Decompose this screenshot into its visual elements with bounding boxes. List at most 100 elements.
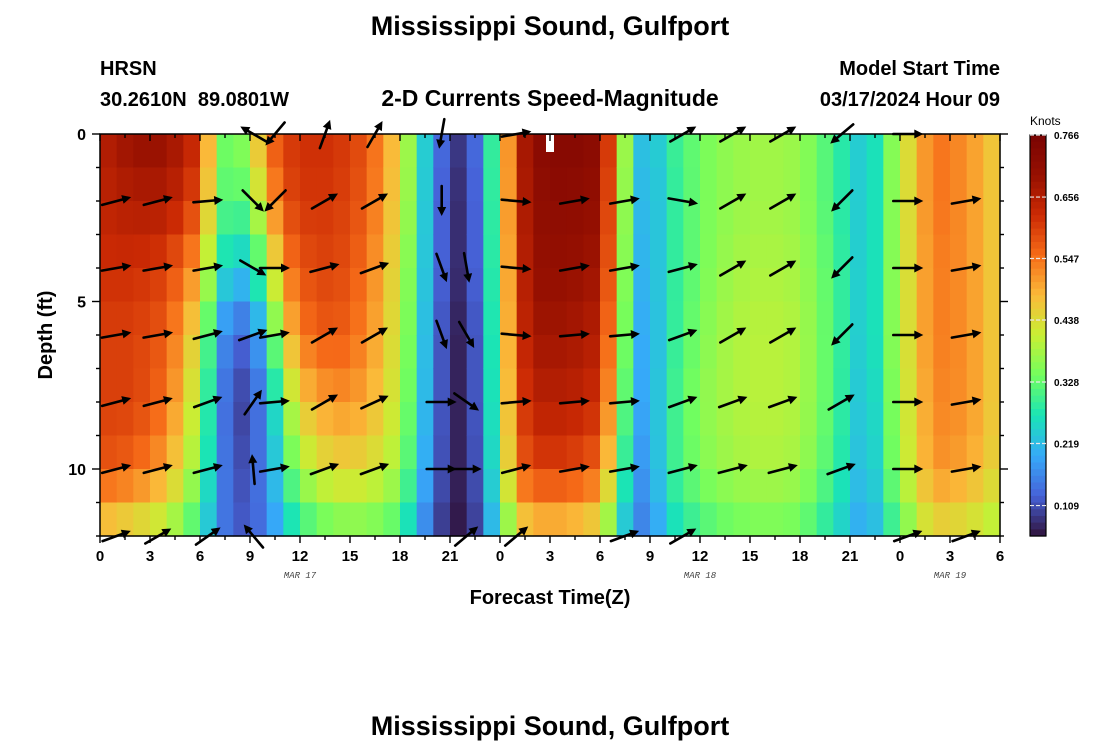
current-arrow — [718, 193, 747, 210]
heat-cell — [483, 502, 501, 537]
heat-cell — [816, 201, 834, 236]
heat-cell — [566, 167, 584, 202]
heat-cell — [200, 268, 218, 303]
heat-cell — [866, 402, 884, 437]
heat-cell — [466, 268, 484, 303]
heat-cell — [500, 368, 518, 403]
heat-cell — [216, 234, 234, 269]
x-axis-label: Forecast Time(Z) — [470, 587, 631, 609]
current-arrow — [192, 463, 223, 475]
colorbar-swatch — [1030, 442, 1046, 450]
colorbar-swatch — [1030, 302, 1046, 310]
colorbar-swatch — [1030, 282, 1046, 290]
heat-cell — [266, 502, 284, 537]
heat-cell — [650, 234, 668, 269]
heat-cell — [616, 435, 634, 470]
heat-cell — [483, 268, 501, 303]
current-arrow — [248, 454, 258, 486]
heat-cell — [800, 502, 818, 537]
heat-cell — [850, 301, 868, 336]
colorbar-swatch — [1030, 348, 1046, 357]
heat-cell — [550, 134, 568, 169]
heat-cell — [216, 502, 234, 537]
speed-heatmap — [100, 134, 1001, 537]
heat-cell — [966, 435, 984, 470]
heat-cell — [800, 268, 818, 303]
heat-cell — [450, 335, 468, 370]
heat-cell — [966, 167, 984, 202]
heat-cell — [450, 234, 468, 269]
heat-cell — [966, 368, 984, 403]
heat-cell — [783, 368, 801, 403]
heat-cell — [983, 268, 1001, 303]
current-arrow — [453, 392, 479, 411]
heat-cell — [816, 402, 834, 437]
heat-cell — [583, 368, 601, 403]
heat-cell — [466, 234, 484, 269]
current-arrow — [831, 189, 854, 212]
heat-cell — [850, 134, 868, 169]
heat-cell — [583, 301, 601, 336]
heat-cell — [166, 469, 184, 504]
heat-cell — [283, 402, 301, 437]
heat-cell — [683, 167, 701, 202]
heat-cell — [616, 134, 634, 169]
heat-cell — [483, 435, 501, 470]
current-arrow — [500, 264, 532, 273]
x-tick-label: 21 — [842, 548, 859, 565]
colorbar-swatch — [1030, 261, 1046, 270]
heat-cell — [916, 201, 934, 236]
heat-cell — [433, 234, 451, 269]
heat-cell — [883, 268, 901, 303]
heat-cell — [933, 234, 951, 269]
heat-cell — [700, 368, 718, 403]
heat-cell — [666, 268, 684, 303]
heat-cell — [616, 335, 634, 370]
current-arrow — [950, 396, 982, 406]
heat-cell — [400, 469, 418, 504]
heat-cell — [383, 402, 401, 437]
heat-cell — [966, 469, 984, 504]
heat-cell — [700, 335, 718, 370]
heat-cell — [383, 268, 401, 303]
current-arrow — [265, 121, 286, 146]
heat-cell — [416, 469, 434, 504]
heat-cell — [500, 201, 518, 236]
heat-cell — [350, 469, 368, 504]
heat-cell — [600, 402, 618, 437]
heat-cell — [700, 201, 718, 236]
x-tick-label: 6 — [996, 548, 1004, 565]
heat-cell — [916, 335, 934, 370]
heat-cell — [650, 167, 668, 202]
heat-cell — [950, 134, 968, 169]
current-arrow — [608, 195, 640, 205]
heat-cell — [550, 234, 568, 269]
heat-cell — [166, 268, 184, 303]
x-tick-label: 12 — [692, 548, 709, 565]
colorbar-swatch — [1030, 402, 1046, 410]
heat-cell — [233, 469, 251, 504]
heat-cell — [783, 301, 801, 336]
heat-cell — [866, 234, 884, 269]
heat-cell — [916, 268, 934, 303]
current-arrow — [264, 189, 287, 212]
colorbar-swatch — [1030, 388, 1046, 397]
heat-cell — [383, 301, 401, 336]
heat-cell — [550, 268, 568, 303]
heat-cell — [566, 368, 584, 403]
current-arrow — [831, 256, 854, 279]
heat-cell — [583, 201, 601, 236]
colorbar-tick-label: 0.109 — [1054, 502, 1079, 513]
current-arrow — [310, 327, 338, 344]
heat-cell — [283, 368, 301, 403]
heat-cell — [800, 201, 818, 236]
heat-cell — [983, 502, 1001, 537]
heat-cell — [583, 402, 601, 437]
heat-cell — [666, 502, 684, 537]
heat-cell — [516, 134, 534, 169]
heat-cell — [216, 301, 234, 336]
heat-cell — [566, 402, 584, 437]
heat-cell — [483, 201, 501, 236]
colorbar-swatch — [1030, 155, 1046, 163]
heat-cell — [466, 368, 484, 403]
